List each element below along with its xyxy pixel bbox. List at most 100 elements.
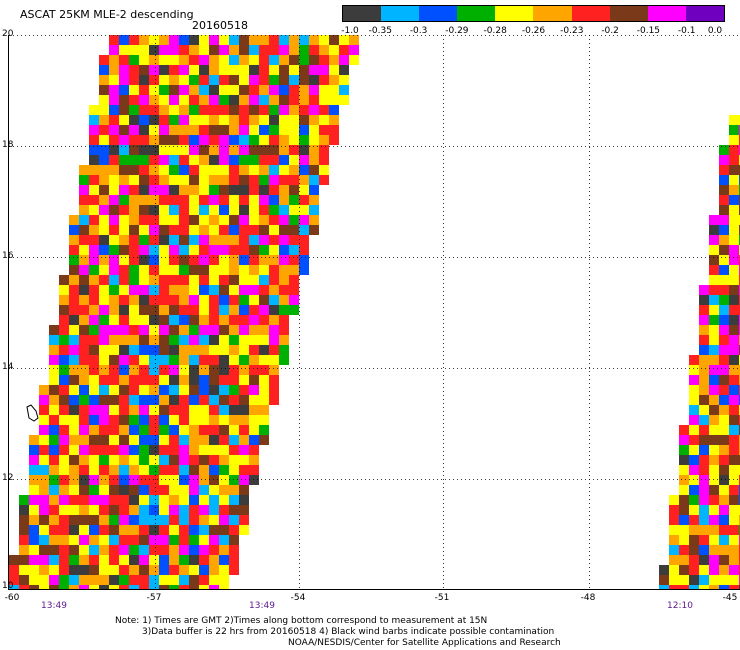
swath-cell bbox=[59, 425, 69, 435]
swath-cell bbox=[159, 245, 169, 255]
swath-cell bbox=[49, 415, 59, 425]
swath-cell bbox=[289, 275, 299, 285]
swath-cell bbox=[189, 515, 199, 525]
swath-cell bbox=[159, 355, 169, 365]
swath-cell bbox=[719, 185, 729, 195]
swath-cell bbox=[209, 545, 219, 555]
swath-cell bbox=[279, 295, 289, 305]
swath-cell bbox=[209, 85, 219, 95]
swath-cell bbox=[189, 365, 199, 375]
swath-cell bbox=[139, 495, 149, 505]
swath-cell bbox=[39, 585, 49, 589]
swath-cell bbox=[79, 305, 89, 315]
swath-cell bbox=[729, 435, 739, 445]
swath-cell bbox=[699, 555, 709, 565]
swath-cell bbox=[169, 475, 179, 485]
swath-cell bbox=[729, 425, 739, 435]
swath-cell bbox=[189, 335, 199, 345]
swath-cell bbox=[289, 105, 299, 115]
swath-cell bbox=[119, 105, 129, 115]
swath-cell bbox=[69, 505, 79, 515]
swath-cell bbox=[239, 125, 249, 135]
swath-cell bbox=[729, 555, 739, 565]
swath-cell bbox=[189, 425, 199, 435]
swath-cell bbox=[259, 85, 269, 95]
swath-cell bbox=[179, 585, 189, 589]
swath-cell bbox=[319, 85, 329, 95]
swath-cell bbox=[239, 215, 249, 225]
swath-cell bbox=[49, 505, 59, 515]
swath-cell bbox=[219, 145, 229, 155]
swath-cell bbox=[129, 455, 139, 465]
map-title: ASCAT 25KM MLE-2 descending bbox=[20, 8, 194, 21]
swath-cell bbox=[329, 75, 339, 85]
swath-cell bbox=[729, 455, 739, 465]
swath-cell bbox=[59, 565, 69, 575]
swath-cell bbox=[59, 485, 69, 495]
swath-cell bbox=[159, 515, 169, 525]
swath-cell bbox=[689, 515, 699, 525]
swath-cell bbox=[709, 575, 719, 585]
swath-cell bbox=[19, 565, 29, 575]
swath-cell bbox=[49, 435, 59, 445]
swath-cell bbox=[129, 95, 139, 105]
swath-cell bbox=[679, 545, 689, 555]
swath-cell bbox=[189, 535, 199, 545]
swath-cell bbox=[169, 155, 179, 165]
swath-cell bbox=[129, 55, 139, 65]
swath-cell bbox=[159, 435, 169, 445]
swath-cell bbox=[239, 135, 249, 145]
swath-cell bbox=[139, 315, 149, 325]
swath-cell bbox=[279, 305, 289, 315]
swath-cell bbox=[129, 145, 139, 155]
swath-cell bbox=[239, 55, 249, 65]
swath-cell bbox=[169, 515, 179, 525]
swath-cell bbox=[99, 415, 109, 425]
swath-cell bbox=[199, 515, 209, 525]
swath-cell bbox=[99, 565, 109, 575]
swath-cell bbox=[129, 335, 139, 345]
swath-cell bbox=[189, 555, 199, 565]
swath-cell bbox=[709, 215, 719, 225]
swath-cell bbox=[139, 535, 149, 545]
swath-cell bbox=[229, 305, 239, 315]
swath-cell bbox=[709, 295, 719, 305]
swath-cell bbox=[169, 115, 179, 125]
swath-cell bbox=[89, 585, 99, 589]
swath-cell bbox=[259, 115, 269, 125]
swath-cell bbox=[179, 525, 189, 535]
swath-cell bbox=[139, 285, 149, 295]
swath-cell bbox=[239, 375, 249, 385]
lat-label: 12 bbox=[2, 473, 14, 483]
swath-cell bbox=[189, 505, 199, 515]
swath-cell bbox=[209, 485, 219, 495]
swath-cell bbox=[699, 405, 709, 415]
swath-cell bbox=[149, 305, 159, 315]
swath-cell bbox=[229, 245, 239, 255]
swath-cell bbox=[129, 305, 139, 315]
swath-cell bbox=[699, 355, 709, 365]
swath-cell bbox=[729, 255, 739, 265]
swath-cell bbox=[109, 375, 119, 385]
swath-cell bbox=[109, 545, 119, 555]
swath-cell bbox=[19, 585, 29, 589]
swath-cell bbox=[59, 525, 69, 535]
swath-cell bbox=[669, 555, 679, 565]
swath-cell bbox=[229, 165, 239, 175]
swath-cell bbox=[69, 245, 79, 255]
swath-cell bbox=[219, 195, 229, 205]
swath-cell bbox=[349, 55, 359, 65]
swath-cell bbox=[199, 495, 209, 505]
swath-cell bbox=[279, 185, 289, 195]
swath-cell bbox=[79, 175, 89, 185]
swath-cell bbox=[199, 315, 209, 325]
color-scale-segment bbox=[419, 6, 458, 21]
swath-cell bbox=[209, 195, 219, 205]
swath-cell bbox=[669, 565, 679, 575]
swath-cell bbox=[69, 325, 79, 335]
color-scale-segment bbox=[609, 6, 648, 21]
swath-cell bbox=[139, 345, 149, 355]
swath-cell bbox=[169, 215, 179, 225]
swath-cell bbox=[229, 515, 239, 525]
swath-cell bbox=[709, 585, 719, 589]
